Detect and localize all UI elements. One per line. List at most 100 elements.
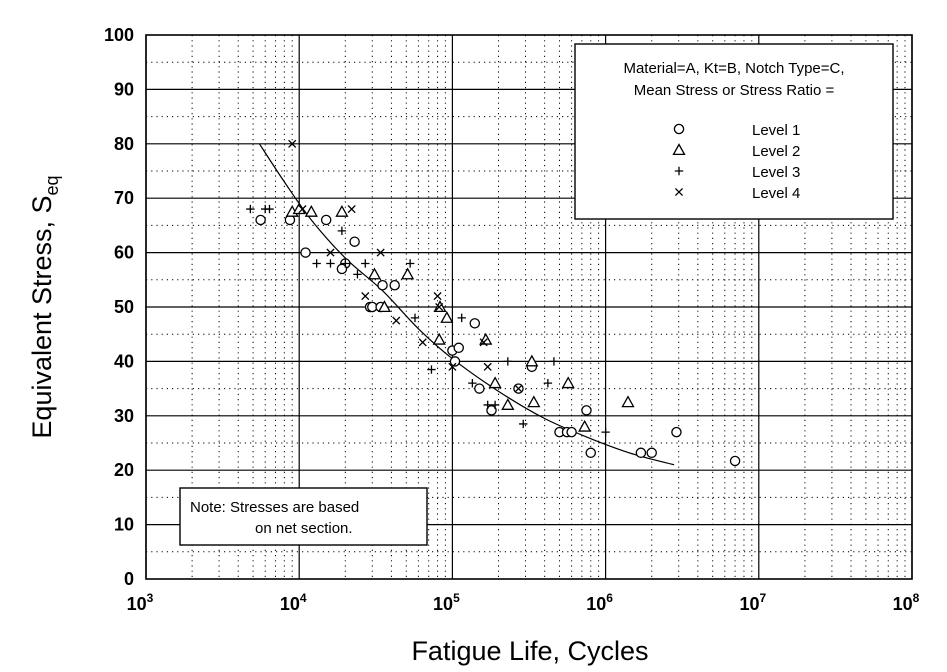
data-point-x	[347, 205, 356, 214]
data-point-triangle	[367, 267, 382, 280]
data-point-circle	[474, 383, 485, 394]
data-point-triangle	[488, 376, 502, 389]
data-point-triangle	[432, 332, 446, 345]
data-point-circle	[486, 405, 497, 416]
data-point-x	[298, 205, 307, 214]
data-point-x	[361, 292, 370, 301]
data-point-x	[479, 338, 488, 347]
data-point-circle	[646, 447, 657, 459]
legend-header-line1: Material=A, Kt=B, Notch Type=C,	[623, 60, 844, 77]
data-point-plus	[543, 378, 553, 388]
legend-entries: Level 1 Level 2 Level 3 Level 4	[672, 122, 800, 202]
y-axis-label-subscript: eq	[42, 175, 62, 195]
x-tick-exponent: 4	[300, 591, 307, 605]
y-axis-label: Equivalent Stress, Seq	[27, 175, 62, 438]
data-point-x	[326, 248, 335, 257]
legend-marker-circle	[673, 123, 685, 135]
x-tick-label: 104	[280, 591, 307, 614]
data-point-circle	[671, 426, 682, 438]
x-tick-base: 10	[586, 594, 606, 614]
y-tick-label: 0	[124, 569, 134, 589]
data-point-plus	[601, 427, 610, 437]
data-point-circle	[729, 455, 741, 467]
data-point-plus	[246, 204, 255, 214]
data-point-plus	[337, 226, 347, 236]
legend-label: Level 1	[752, 122, 800, 139]
legend: Material=A, Kt=B, Notch Type=C, Mean Str…	[574, 43, 894, 220]
x-axis-label: Fatigue Life, Cycles	[411, 636, 648, 666]
y-tick-label: 100	[104, 25, 134, 45]
data-point-x	[288, 139, 297, 148]
data-point-plus	[312, 259, 321, 268]
x-tick-exponent: 7	[759, 591, 766, 605]
data-point-x	[483, 362, 492, 371]
y-tick-label: 80	[114, 134, 134, 154]
data-point-plus	[341, 259, 350, 268]
data-point-circle	[566, 426, 577, 438]
data-point-triangle	[377, 300, 392, 313]
legend-box	[574, 43, 894, 220]
data-point-triangle	[479, 332, 493, 345]
data-point-plus	[549, 357, 559, 366]
note: Note: Stresses are based on net section.	[179, 487, 428, 546]
data-point-x	[435, 302, 444, 312]
plot-frame	[145, 34, 913, 580]
data-point-plus	[483, 400, 492, 410]
data-point-circle	[585, 447, 597, 459]
x-tick-label: 108	[893, 591, 920, 614]
data-point-plus	[503, 357, 513, 366]
data-point-triangle	[578, 419, 592, 432]
data-point-triangle	[400, 267, 415, 280]
legend-label: Level 2	[752, 143, 800, 160]
x-tick-base: 10	[127, 594, 147, 614]
data-point-triangle	[335, 204, 349, 217]
x-tick-base: 10	[739, 594, 759, 614]
data-point-circle	[349, 236, 360, 247]
legend-label: Level 3	[752, 164, 800, 181]
note-line2: on net section.	[255, 520, 353, 537]
x-tick-labels: 103 104 105 106 107 108	[127, 591, 920, 614]
data-point-x	[418, 338, 427, 347]
data-point-circle	[255, 214, 266, 226]
x-tick-base: 10	[280, 594, 300, 614]
data-point-x	[376, 248, 385, 257]
data-point-plus	[490, 400, 500, 410]
data-point-x	[514, 384, 523, 393]
x-tick-label: 103	[127, 591, 154, 614]
note-line1: Note: Stresses are based	[190, 499, 359, 516]
y-tick-label: 10	[114, 515, 134, 535]
data-point-x	[392, 316, 401, 325]
x-tick-exponent: 8	[913, 591, 920, 605]
legend-label: Level 4	[752, 185, 800, 202]
y-tick-label: 60	[114, 243, 134, 263]
y-tick-label: 70	[114, 188, 134, 208]
y-tick-label: 40	[114, 351, 134, 371]
legend-marker-triangle	[672, 143, 686, 156]
x-tick-exponent: 3	[147, 591, 154, 605]
data-point-x	[448, 362, 457, 371]
data-points	[246, 139, 741, 467]
data-point-plus	[468, 378, 477, 388]
x-tick-exponent: 6	[606, 591, 613, 605]
legend-marker-x	[674, 187, 684, 197]
data-point-circle	[453, 342, 464, 354]
data-point-plus	[405, 259, 415, 268]
y-tick-labels: 0 10 20 30 40 50 60 70 80 90 100	[104, 25, 134, 589]
data-point-plus	[326, 259, 335, 268]
data-point-circle	[581, 405, 592, 416]
data-point-triangle	[561, 376, 575, 389]
y-tick-label: 90	[114, 79, 134, 99]
data-point-x	[433, 292, 442, 301]
legend-marker-plus	[674, 166, 684, 176]
data-point-circle	[389, 279, 400, 291]
y-axis-label-text: Equivalent Stress,	[27, 213, 57, 438]
x-tick-label: 105	[433, 591, 460, 614]
data-point-plus	[457, 313, 466, 323]
x-tick-label: 107	[739, 591, 766, 614]
x-tick-base: 10	[893, 594, 913, 614]
data-point-triangle	[304, 204, 318, 217]
data-point-plus	[353, 270, 362, 279]
y-tick-label: 30	[114, 406, 134, 426]
y-axis-label-symbol: S	[27, 195, 57, 213]
